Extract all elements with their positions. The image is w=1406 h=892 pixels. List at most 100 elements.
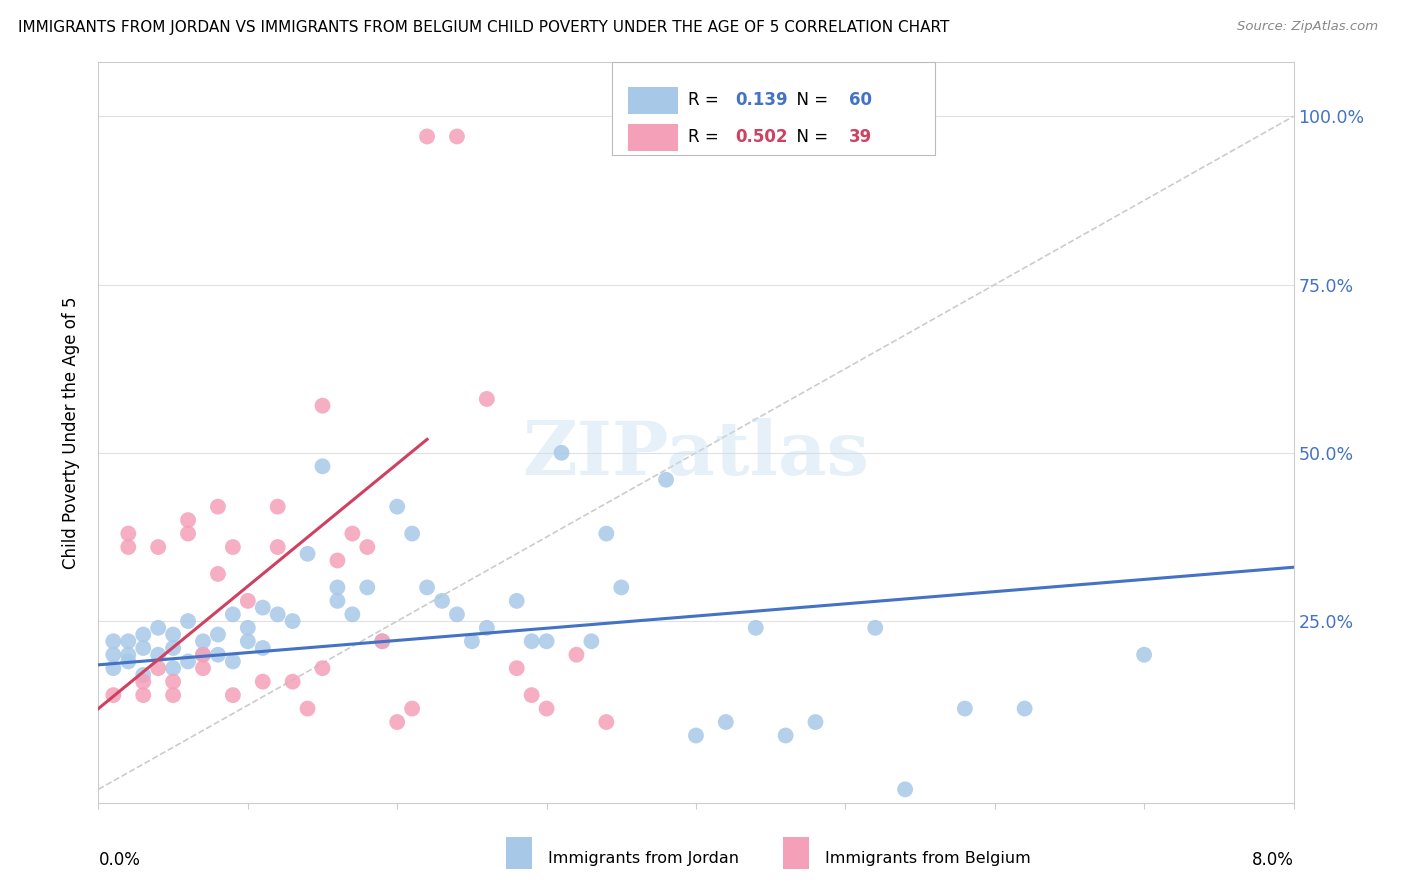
- Point: [148, 648, 170, 662]
- Text: Source: ZipAtlas.com: Source: ZipAtlas.com: [1237, 20, 1378, 33]
- Point: [103, 648, 125, 662]
- Point: [177, 526, 200, 541]
- FancyBboxPatch shape: [628, 87, 678, 113]
- Point: [177, 655, 200, 669]
- Point: [162, 661, 184, 675]
- Text: Immigrants from Belgium: Immigrants from Belgium: [825, 851, 1031, 865]
- Point: [162, 640, 184, 655]
- Point: [207, 648, 229, 662]
- Point: [371, 634, 394, 648]
- Point: [550, 446, 572, 460]
- Point: [506, 661, 529, 675]
- Text: 0.0%: 0.0%: [98, 851, 141, 869]
- Text: 60: 60: [849, 91, 872, 109]
- Point: [297, 701, 319, 715]
- FancyBboxPatch shape: [628, 124, 678, 151]
- Text: 0.139: 0.139: [735, 91, 787, 109]
- Point: [685, 729, 707, 743]
- Point: [610, 581, 633, 595]
- Point: [894, 782, 917, 797]
- Point: [177, 614, 200, 628]
- Point: [581, 634, 603, 648]
- Text: N =: N =: [786, 91, 832, 109]
- Point: [595, 526, 617, 541]
- Text: 39: 39: [849, 128, 872, 146]
- Point: [536, 634, 558, 648]
- Point: [714, 714, 737, 729]
- Text: ZIPatlas: ZIPatlas: [523, 418, 869, 491]
- Point: [520, 688, 543, 702]
- Point: [536, 701, 558, 715]
- Point: [565, 648, 588, 662]
- Point: [326, 594, 349, 608]
- Point: [148, 661, 170, 675]
- Point: [416, 581, 439, 595]
- Point: [132, 674, 155, 689]
- Point: [236, 594, 259, 608]
- Y-axis label: Child Poverty Under the Age of 5: Child Poverty Under the Age of 5: [62, 296, 80, 569]
- Point: [132, 627, 155, 641]
- Point: [371, 634, 394, 648]
- Point: [103, 634, 125, 648]
- Point: [865, 621, 887, 635]
- Text: R =: R =: [688, 91, 724, 109]
- Point: [191, 648, 214, 662]
- Point: [207, 627, 229, 641]
- Point: [207, 500, 229, 514]
- Point: [446, 129, 468, 144]
- Point: [177, 513, 200, 527]
- FancyBboxPatch shape: [613, 62, 935, 155]
- Point: [311, 459, 333, 474]
- Point: [117, 655, 139, 669]
- Point: [132, 640, 155, 655]
- Point: [222, 688, 245, 702]
- Point: [236, 621, 259, 635]
- Text: 0.502: 0.502: [735, 128, 787, 146]
- Point: [1014, 701, 1036, 715]
- Point: [655, 473, 678, 487]
- Point: [252, 674, 274, 689]
- Point: [595, 714, 617, 729]
- Point: [461, 634, 484, 648]
- Point: [103, 688, 125, 702]
- Point: [252, 640, 274, 655]
- Point: [191, 634, 214, 648]
- Point: [401, 701, 423, 715]
- Text: Immigrants from Jordan: Immigrants from Jordan: [548, 851, 740, 865]
- Point: [267, 607, 290, 622]
- Point: [342, 526, 364, 541]
- Point: [148, 621, 170, 635]
- Point: [148, 540, 170, 554]
- Point: [132, 688, 155, 702]
- Text: N =: N =: [786, 128, 832, 146]
- Point: [430, 594, 453, 608]
- Point: [162, 627, 184, 641]
- Point: [222, 655, 245, 669]
- Point: [281, 614, 304, 628]
- Point: [953, 701, 976, 715]
- Point: [207, 566, 229, 581]
- Point: [281, 674, 304, 689]
- Point: [297, 547, 319, 561]
- Point: [475, 621, 498, 635]
- Point: [342, 607, 364, 622]
- Text: 8.0%: 8.0%: [1251, 851, 1294, 869]
- Point: [326, 553, 349, 567]
- Point: [132, 668, 155, 682]
- Point: [103, 661, 125, 675]
- Point: [416, 129, 439, 144]
- Point: [191, 648, 214, 662]
- Point: [356, 581, 378, 595]
- Text: R =: R =: [688, 128, 724, 146]
- Point: [252, 600, 274, 615]
- Point: [236, 634, 259, 648]
- Point: [475, 392, 498, 406]
- Point: [222, 607, 245, 622]
- Point: [267, 500, 290, 514]
- Point: [804, 714, 827, 729]
- Point: [162, 674, 184, 689]
- Point: [385, 500, 409, 514]
- Point: [356, 540, 378, 554]
- Point: [506, 594, 529, 608]
- Point: [311, 661, 333, 675]
